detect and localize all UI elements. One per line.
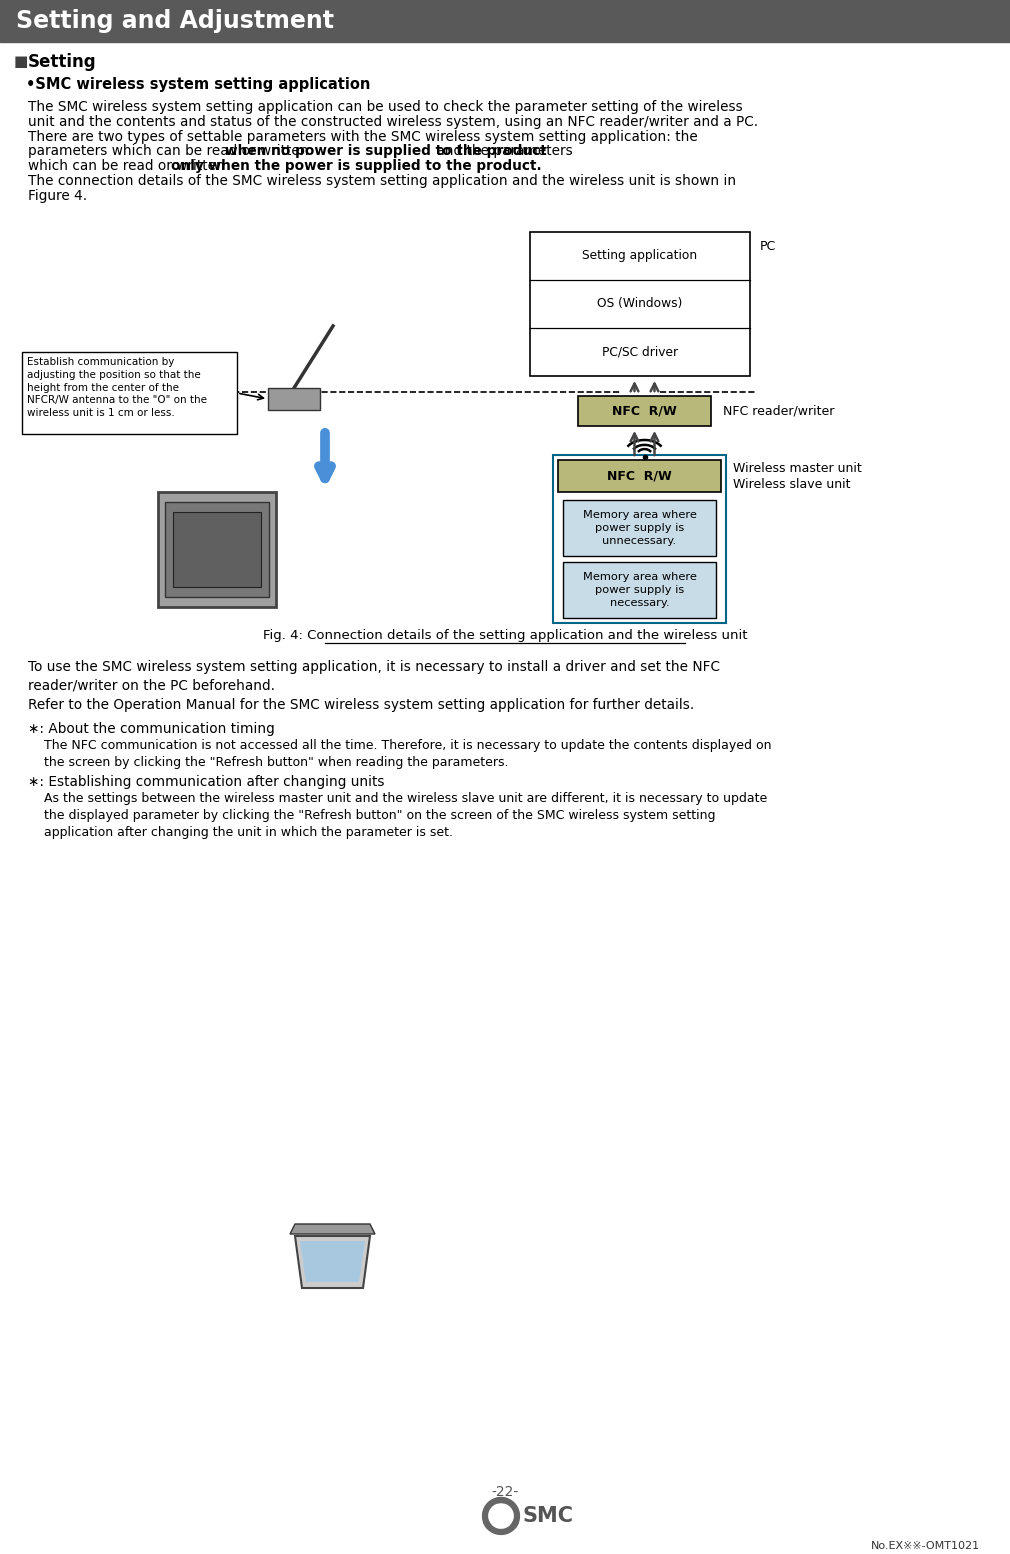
Text: when no power is supplied to the product: when no power is supplied to the product xyxy=(225,145,547,159)
Bar xyxy=(173,511,261,587)
Text: Setting: Setting xyxy=(28,53,97,71)
Bar xyxy=(558,460,721,493)
Text: which can be read or written: which can be read or written xyxy=(28,159,229,172)
Bar xyxy=(563,500,716,556)
Text: Establish communication by
adjusting the position so that the
height from the ce: Establish communication by adjusting the… xyxy=(27,357,207,418)
Text: unit and the contents and status of the constructed wireless system, using an NF: unit and the contents and status of the … xyxy=(28,115,759,129)
Text: PC: PC xyxy=(760,239,777,252)
Text: NFC  R/W: NFC R/W xyxy=(607,469,672,482)
Text: Setting and Adjustment: Setting and Adjustment xyxy=(16,9,334,33)
Text: The SMC wireless system setting application can be used to check the parameter s: The SMC wireless system setting applicat… xyxy=(28,99,742,113)
Text: ∗: Establishing communication after changing units: ∗: Establishing communication after chan… xyxy=(28,775,385,789)
Text: NFC reader/writer: NFC reader/writer xyxy=(723,404,834,418)
Text: ■: ■ xyxy=(14,54,28,70)
Text: Wireless master unit: Wireless master unit xyxy=(733,462,862,474)
Bar xyxy=(553,455,726,623)
Bar xyxy=(268,388,320,410)
Text: -22-: -22- xyxy=(492,1486,518,1500)
Text: No.EX※※-OMT1021: No.EX※※-OMT1021 xyxy=(871,1542,980,1551)
Bar xyxy=(530,232,750,376)
Bar xyxy=(158,493,276,608)
Text: Fig. 4: Connection details of the setting application and the wireless unit: Fig. 4: Connection details of the settin… xyxy=(263,629,747,642)
Text: ∗: About the communication timing: ∗: About the communication timing xyxy=(28,723,275,737)
Text: Wireless slave unit: Wireless slave unit xyxy=(733,477,850,491)
Text: Setting application: Setting application xyxy=(583,250,698,263)
Text: OS (Windows): OS (Windows) xyxy=(597,297,683,311)
Text: Memory area where
power supply is
unnecessary.: Memory area where power supply is unnece… xyxy=(583,510,697,545)
Text: PC/SC driver: PC/SC driver xyxy=(602,345,678,359)
Text: The NFC communication is not accessed all the time. Therefore, it is necessary t: The NFC communication is not accessed al… xyxy=(28,738,772,769)
Text: Memory area where
power supply is
necessary.: Memory area where power supply is necess… xyxy=(583,572,697,608)
Bar xyxy=(22,353,237,434)
Text: SMC: SMC xyxy=(523,1506,574,1526)
Text: To use the SMC wireless system setting application, it is necessary to install a: To use the SMC wireless system setting a… xyxy=(28,660,720,712)
Text: •SMC wireless system setting application: •SMC wireless system setting application xyxy=(26,76,371,92)
Text: The connection details of the SMC wireless system setting application and the wi: The connection details of the SMC wirele… xyxy=(28,174,736,188)
Text: NFC  R/W: NFC R/W xyxy=(612,404,677,418)
Bar xyxy=(563,563,716,618)
Bar xyxy=(578,396,711,426)
Bar xyxy=(0,0,1010,42)
Text: As the settings between the wireless master unit and the wireless slave unit are: As the settings between the wireless mas… xyxy=(28,793,768,839)
Polygon shape xyxy=(300,1242,365,1282)
Bar xyxy=(165,502,269,597)
Polygon shape xyxy=(295,1235,370,1288)
Text: Figure 4.: Figure 4. xyxy=(28,188,87,204)
Polygon shape xyxy=(290,1225,375,1234)
Text: and the parameters: and the parameters xyxy=(432,145,573,159)
Text: There are two types of settable parameters with the SMC wireless system setting : There are two types of settable paramete… xyxy=(28,129,698,143)
Text: only when the power is supplied to the product.: only when the power is supplied to the p… xyxy=(171,159,541,172)
Text: parameters which can be read or written: parameters which can be read or written xyxy=(28,145,313,159)
